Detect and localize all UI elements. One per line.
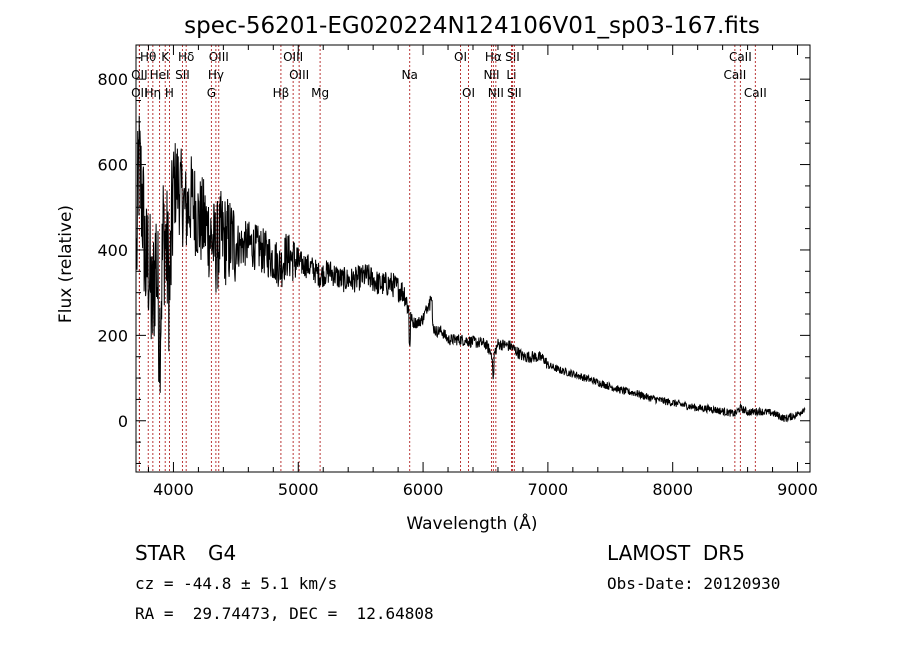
- spectrum-layer: [136, 115, 806, 423]
- marker-label: OIII: [289, 68, 309, 82]
- y-tick-label: 200: [97, 326, 128, 345]
- marker-label: H: [165, 86, 174, 100]
- redshift-cz: cz = -44.8 ± 5.1 km/s: [135, 574, 338, 593]
- y-tick-label: 800: [97, 70, 128, 89]
- marker-label: NII: [483, 68, 499, 82]
- spectral-subclass: G4: [208, 541, 237, 565]
- x-tick-label: 7000: [528, 480, 569, 499]
- y-tick-label: 400: [97, 241, 128, 260]
- marker-label: Hθ: [140, 50, 156, 64]
- marker-label: Hδ: [178, 50, 194, 64]
- marker-label: NII: [488, 86, 504, 100]
- x-tick-label: 8000: [652, 480, 693, 499]
- marker-label: CaII: [723, 68, 746, 82]
- marker-label: CaII: [729, 50, 752, 64]
- marker-label: G: [207, 86, 216, 100]
- marker-label: OII: [131, 86, 148, 100]
- axes-layer: 4000 5000 6000 7000 8000 9000 0 200 400 600 800: [97, 45, 818, 499]
- x-tick-label: 9000: [777, 480, 818, 499]
- marker-label: Li: [506, 68, 516, 82]
- marker-label: K: [161, 50, 170, 64]
- marker-label: CaII: [744, 86, 767, 100]
- marker-label: SII: [507, 86, 522, 100]
- marker-label: OI: [462, 86, 475, 100]
- marker-label: OI: [454, 50, 467, 64]
- marker-label: SII: [175, 68, 190, 82]
- x-tick-label: 4000: [153, 480, 194, 499]
- survey-label: LAMOST DR5: [607, 541, 745, 565]
- y-axis-label: Flux (relative): [56, 205, 76, 323]
- x-tick-label: 6000: [403, 480, 444, 499]
- x-tick-label: 5000: [278, 480, 319, 499]
- marker-label: Hη: [145, 86, 162, 100]
- observation-date: Obs-Date: 20120930: [607, 574, 781, 593]
- marker-label: HeI: [150, 68, 170, 82]
- spectrum-line: [136, 115, 806, 423]
- object-class: STAR: [135, 541, 186, 565]
- marker-label: SII: [505, 50, 520, 64]
- marker-label: Hα: [485, 50, 502, 64]
- x-axis-label: Wavelength (Å): [406, 512, 537, 534]
- y-tick-label: 0: [118, 412, 128, 431]
- marker-label: Hγ: [208, 68, 224, 82]
- marker-label: Hβ: [273, 86, 290, 100]
- marker-label: OIII: [209, 50, 229, 64]
- marker-label: Mg: [311, 86, 329, 100]
- y-tick-label: 600: [97, 156, 128, 175]
- coordinates: RA = 29.74473, DEC = 12.64808: [135, 604, 434, 623]
- chart-title: spec-56201-EG020224N124106V01_sp03-167.f…: [184, 13, 760, 39]
- marker-label: OIII: [283, 50, 303, 64]
- marker-label: Na: [402, 68, 418, 82]
